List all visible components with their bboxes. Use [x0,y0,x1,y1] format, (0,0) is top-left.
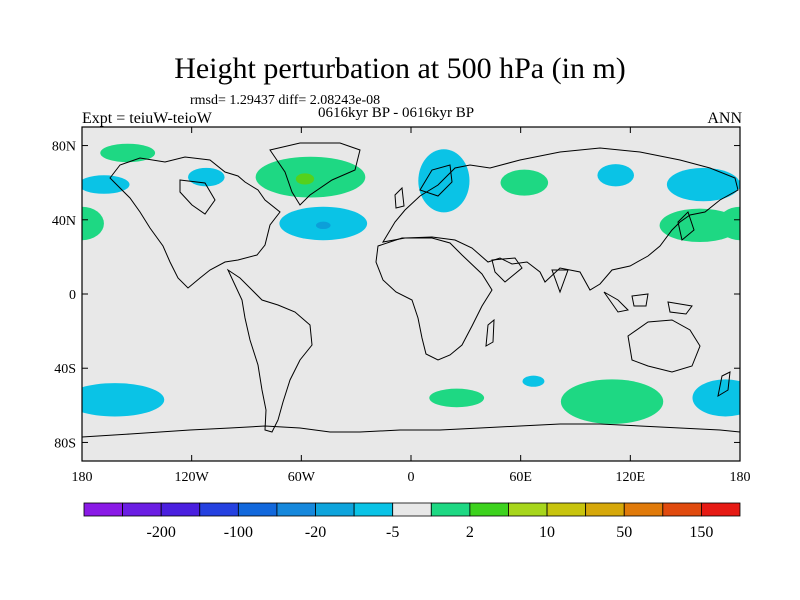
coast-borneo [631,293,649,307]
lon-tick-label: 60E [509,470,532,485]
coast-new-guinea [667,301,693,315]
colorbar-box [430,502,471,517]
colorbar-label: -100 [224,524,253,541]
anomaly-west-siberia-high [500,169,549,196]
colorbar-box [508,502,548,517]
colorbar-label: -20 [305,524,326,541]
coast-new-zealand [717,371,731,398]
coast-antarctica [82,423,740,438]
coast-britain [394,186,405,209]
anomaly-alaska-low [82,175,130,194]
lon-tick-label: 180 [72,470,93,485]
lon-tick-label: 180 [730,470,751,485]
coast-madagascar [485,318,495,347]
coast-scandinavia [419,164,453,197]
anomaly-north-pacific-high-lat [100,143,156,163]
colorbar-label: 150 [689,524,713,541]
lat-tick-label: 0 [69,288,76,303]
experiment-label: Expt = teiuW-teioW [82,110,212,127]
anomaly-alaska-low-wrap [736,179,740,190]
colorbar-box [199,502,239,517]
colorbar-box [353,502,394,517]
anomaly-south-atlantic-low [522,375,545,387]
anomaly-subtropical-atlantic-low-core [315,221,331,230]
map-axes: 80N 40N 0 40S 80S 180 120W 60W 0 60E 120E 180 [52,127,751,485]
coast-south-america [226,268,313,433]
anomaly-canada-low [188,167,225,187]
colorbar-box [392,502,432,517]
colorbar: -200 -100 -20 -5 2 10 50 150 [83,502,741,541]
lat-tick-label: 80N [52,140,76,155]
anomaly-north-pacific-west-high [82,206,104,241]
coast-africa [375,237,493,361]
colorbar-box [276,502,316,517]
coast-eurasia [382,147,739,291]
colorbar-box [701,502,741,517]
anomaly-southern-indian-high [560,379,664,424]
coast-greenland [269,142,361,206]
lat-tick-label: 40N [52,214,76,229]
lon-tick-label: 120W [175,470,210,485]
stats-text: rmsd= 1.29437 diff= 2.08243e-08 [190,93,381,108]
anomaly-north-pacific-east-low [666,167,740,202]
colorbar-box [315,502,355,517]
lat-tick-label: 40S [54,362,76,377]
colorbar-box [585,502,625,517]
anomaly-europe-low [418,149,470,213]
anomaly-south-atlantic-high [429,388,485,408]
lat-tick-label: 80S [54,436,76,451]
coastline-layer [82,142,740,438]
coast-india [551,269,569,294]
anomaly-north-atlantic-high-core [295,173,315,185]
colorbar-label: -5 [386,524,399,541]
colorbar-box [662,502,702,517]
lon-tick-label: 120E [616,470,646,485]
lon-tick-label: 60W [288,470,316,485]
colorbar-label: 2 [466,524,474,541]
colorbar-box [83,502,123,517]
colorbar-box [546,502,587,517]
coast-australia [627,319,701,373]
coast-hudson-bay [179,179,216,215]
colorbar-box [122,502,162,517]
anomaly-central-siberia-low [597,164,634,187]
plot-title: Height perturbation at 500 hPa (in m) [174,52,626,85]
coast-sumatra [603,291,630,313]
coast-north-america [109,156,281,289]
coast-arabia [491,257,523,283]
coast-japan [677,211,695,241]
colorbar-label: 50 [616,524,632,541]
season-label: ANN [707,110,742,127]
colorbar-box [160,502,201,517]
anomaly-south-pacific-low [82,383,165,417]
lon-tick-label: 0 [408,470,415,485]
anomaly-north-pacific-west-high-wrap [718,206,740,241]
colorbar-box [623,502,664,517]
period-label: 0616kyr BP - 0616kyr BP [318,105,475,121]
colorbar-box [469,502,509,517]
colorbar-box [237,502,278,517]
anomaly-south-pacific-east-low [692,379,740,417]
colorbar-label: 10 [539,524,555,541]
colorbar-label: -200 [147,524,176,541]
